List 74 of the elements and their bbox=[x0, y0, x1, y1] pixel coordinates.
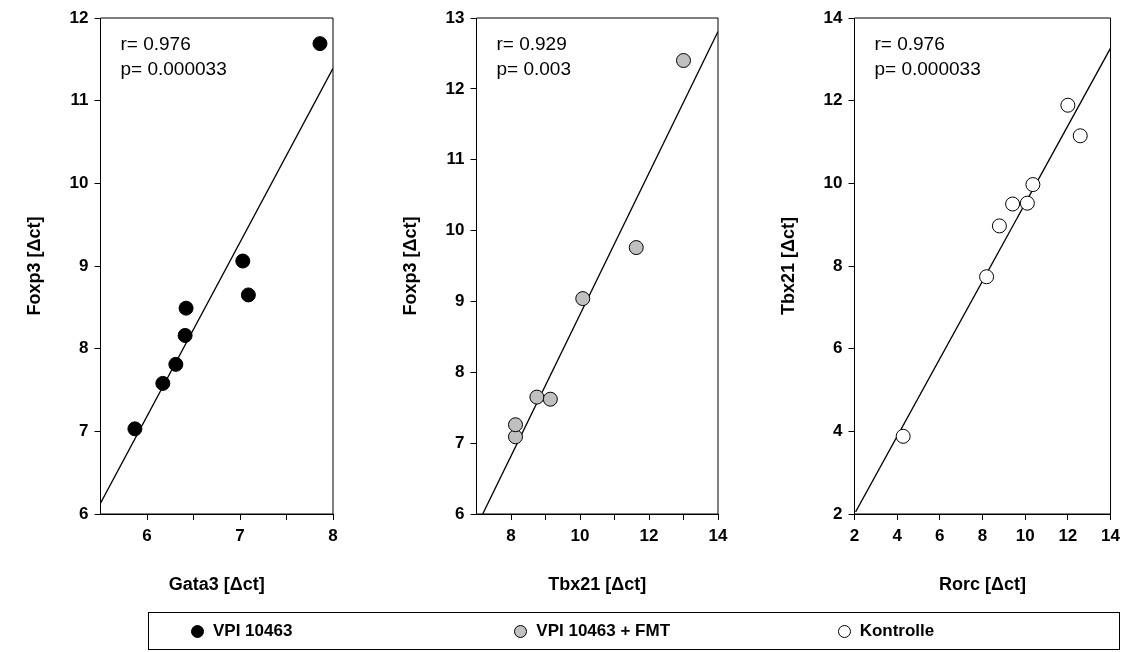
point bbox=[542, 391, 558, 407]
y-tick-label: 8 bbox=[833, 255, 843, 275]
y-tick-label: 8 bbox=[455, 361, 465, 381]
y-axis-title: Tbx21 [Δct] bbox=[777, 217, 798, 315]
y-axis-title: Foxp3 [Δct] bbox=[399, 216, 420, 316]
point bbox=[507, 429, 523, 445]
y-axis-title: Foxp3 [Δct] bbox=[23, 216, 44, 316]
point bbox=[628, 240, 644, 256]
point bbox=[1019, 195, 1035, 211]
point bbox=[155, 375, 171, 391]
point bbox=[1060, 97, 1076, 113]
x-tick-label: 6 bbox=[142, 525, 152, 545]
x-tick-label: 12 bbox=[639, 525, 659, 545]
y-tick-label: 9 bbox=[79, 255, 89, 275]
y-tick-label: 8 bbox=[79, 338, 89, 358]
x-tick-label: 10 bbox=[570, 525, 590, 545]
point bbox=[529, 389, 545, 405]
x-tick-label: 4 bbox=[892, 525, 903, 545]
y-tick-label: 6 bbox=[455, 503, 465, 523]
x-tick-label: 10 bbox=[1015, 525, 1035, 545]
annotation: r= 0.976 bbox=[874, 32, 945, 54]
y-tick-label: 11 bbox=[446, 149, 465, 169]
annotation: r= 0.929 bbox=[496, 32, 567, 54]
point bbox=[178, 300, 194, 316]
y-tick-label: 6 bbox=[79, 503, 89, 523]
y-tick-label: 7 bbox=[79, 421, 89, 441]
legend-label: Kontrolle bbox=[859, 621, 935, 641]
x-tick-label: 12 bbox=[1058, 525, 1078, 545]
x-axis-title: Gata3 [Δct] bbox=[168, 574, 265, 595]
y-tick-label: 14 bbox=[823, 7, 844, 27]
y-tick-label: 7 bbox=[455, 432, 465, 452]
legend-label: VPI 10463 bbox=[213, 621, 293, 641]
point bbox=[1072, 128, 1088, 144]
x-axis-title: Rorc [Δct] bbox=[939, 574, 1026, 595]
point bbox=[1025, 177, 1041, 193]
point bbox=[177, 327, 193, 343]
x-tick-label: 7 bbox=[235, 525, 245, 545]
y-tick-label: 11 bbox=[70, 90, 89, 110]
point bbox=[235, 253, 251, 269]
point bbox=[979, 269, 995, 285]
point bbox=[507, 417, 523, 433]
x-tick-label: 8 bbox=[328, 525, 338, 545]
x-axis-title: Tbx21 [Δct] bbox=[548, 574, 647, 595]
x-tick-label: 8 bbox=[506, 525, 516, 545]
point bbox=[575, 291, 591, 307]
y-tick-label: 12 bbox=[823, 90, 843, 110]
x-tick-label: 2 bbox=[849, 525, 860, 545]
point bbox=[895, 428, 911, 444]
point bbox=[991, 218, 1007, 234]
annotation: r= 0.976 bbox=[120, 32, 191, 54]
point bbox=[1005, 196, 1021, 212]
x-tick-label: 14 bbox=[708, 525, 728, 545]
x-tick-label: 14 bbox=[1101, 525, 1121, 545]
point bbox=[240, 287, 256, 303]
y-tick-label: 12 bbox=[445, 78, 465, 98]
legend-label: VPI 10463 + FMT bbox=[536, 621, 671, 641]
y-tick-label: 9 bbox=[455, 291, 465, 311]
y-tick-label: 10 bbox=[69, 173, 89, 193]
y-tick-label: 10 bbox=[823, 173, 843, 193]
y-tick-label: 2 bbox=[833, 503, 843, 523]
x-tick-label: 8 bbox=[977, 525, 988, 545]
point bbox=[676, 53, 691, 69]
annotation: p= 0.003 bbox=[496, 57, 572, 79]
y-tick-label: 4 bbox=[833, 421, 844, 441]
y-tick-label: 12 bbox=[69, 7, 89, 27]
y-tick-label: 13 bbox=[445, 7, 465, 27]
annotation: p= 0.000033 bbox=[120, 57, 227, 79]
point bbox=[168, 356, 184, 372]
x-tick-label: 6 bbox=[935, 525, 945, 545]
point bbox=[127, 421, 143, 437]
y-tick-label: 10 bbox=[445, 220, 465, 240]
point bbox=[312, 36, 328, 52]
y-tick-label: 6 bbox=[833, 338, 843, 358]
annotation: p= 0.000033 bbox=[874, 57, 981, 79]
